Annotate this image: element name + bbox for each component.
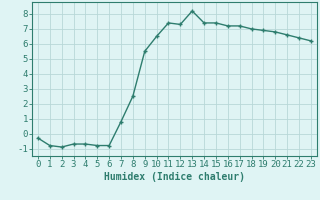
X-axis label: Humidex (Indice chaleur): Humidex (Indice chaleur) [104,172,245,182]
